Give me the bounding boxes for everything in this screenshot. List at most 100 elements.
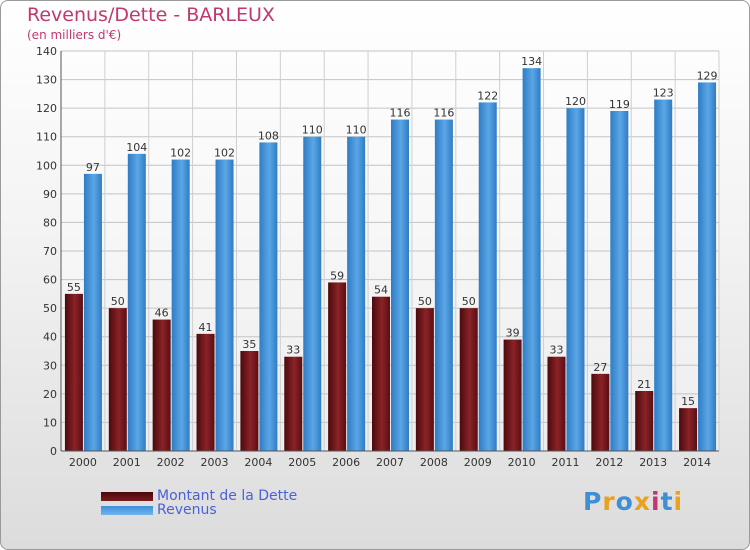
- bar-revenus: [171, 159, 190, 452]
- bar-revenus: [434, 119, 453, 452]
- bar-revenus: [347, 136, 366, 451]
- value-label-debt: 41: [199, 321, 213, 334]
- x-tick-label: 2004: [244, 456, 272, 469]
- y-tick-label: 110: [36, 131, 57, 144]
- bar-debt: [547, 356, 566, 451]
- value-label-revenus: 102: [170, 147, 191, 160]
- value-label-debt: 27: [593, 361, 607, 374]
- x-tick-label: 2014: [683, 456, 711, 469]
- logo-letter: x: [633, 487, 651, 516]
- bar-debt: [328, 282, 347, 451]
- bar-revenus: [654, 99, 673, 452]
- x-tick-label: 2011: [551, 456, 579, 469]
- y-tick-label: 100: [36, 159, 57, 172]
- x-tick-label: 2013: [639, 456, 667, 469]
- bar-debt: [64, 293, 83, 451]
- value-label-revenus: 129: [697, 69, 718, 82]
- value-label-revenus: 116: [433, 107, 454, 120]
- x-tick-label: 2007: [376, 456, 404, 469]
- x-tick-label: 2012: [595, 456, 623, 469]
- bar-debt: [415, 308, 434, 451]
- chart-title: Revenus/Dette - BARLEUX: [27, 4, 275, 26]
- bar-debt: [152, 319, 171, 451]
- bar-debt: [108, 308, 127, 451]
- value-label-debt: 39: [506, 327, 520, 340]
- bar-debt: [372, 296, 390, 451]
- bar-revenus: [566, 108, 585, 452]
- y-tick-label: 10: [43, 416, 57, 429]
- x-tick-label: 2000: [69, 456, 97, 469]
- legend-swatch-debt: [101, 491, 153, 501]
- bar-debt: [679, 408, 698, 451]
- value-label-revenus: 123: [653, 87, 674, 100]
- bar-revenus: [215, 159, 234, 452]
- value-label-revenus: 134: [521, 55, 542, 68]
- value-label-debt: 33: [549, 344, 563, 357]
- x-tick-label: 2001: [113, 456, 141, 469]
- bar-debt: [196, 333, 215, 451]
- bar-revenus: [83, 173, 102, 451]
- bar-debt: [503, 339, 522, 451]
- value-label-revenus: 110: [346, 124, 367, 137]
- bar-revenus: [610, 111, 629, 451]
- value-label-revenus: 110: [302, 124, 323, 137]
- logo-letter: i: [651, 487, 661, 516]
- x-tick-label: 2005: [288, 456, 316, 469]
- legend-swatch-revenus: [101, 505, 153, 515]
- chart-subtitle: (en milliers d'€): [27, 28, 122, 42]
- x-tick-label: 2002: [157, 456, 185, 469]
- value-label-revenus: 119: [609, 98, 630, 111]
- y-tick-label: 30: [43, 359, 57, 372]
- value-label-debt: 15: [681, 395, 695, 408]
- bar-revenus: [522, 68, 541, 452]
- bar-revenus: [391, 119, 409, 452]
- value-label-debt: 21: [637, 378, 651, 391]
- y-tick-label: 80: [43, 216, 57, 229]
- bar-revenus: [127, 153, 146, 451]
- value-label-revenus: 122: [477, 89, 498, 102]
- x-tick-label: 2006: [332, 456, 360, 469]
- y-tick-label: 40: [43, 331, 57, 344]
- y-tick-label: 120: [36, 102, 57, 115]
- y-tick-label: 130: [36, 74, 57, 87]
- value-label-revenus: 116: [390, 107, 411, 120]
- value-label-debt: 46: [155, 307, 169, 320]
- logo-letter: P: [583, 487, 603, 516]
- x-tick-label: 2009: [464, 456, 492, 469]
- legend-label-debt: Montant de la Dette: [157, 488, 298, 504]
- proxiti-logo: Proxiti: [583, 487, 683, 516]
- x-tick-label: 2010: [508, 456, 536, 469]
- legend-item-debt: Montant de la Dette: [101, 488, 297, 504]
- value-label-debt: 35: [242, 338, 256, 351]
- value-label-debt: 33: [286, 344, 300, 357]
- logo-letter: o: [615, 487, 634, 516]
- value-label-debt: 50: [111, 295, 125, 308]
- y-tick-label: 70: [43, 245, 57, 258]
- value-label-debt: 50: [462, 295, 476, 308]
- bar-debt: [459, 308, 478, 451]
- x-tick-label: 2003: [201, 456, 229, 469]
- bar-debt: [635, 391, 654, 451]
- value-label-debt: 54: [374, 284, 388, 297]
- logo-letter: r: [602, 487, 616, 516]
- value-label-revenus: 97: [86, 161, 100, 174]
- legend-item-revenus: Revenus: [101, 502, 217, 518]
- legend-label-revenus: Revenus: [157, 502, 217, 518]
- bar-revenus: [259, 142, 278, 451]
- y-tick-label: 0: [50, 445, 57, 458]
- value-label-revenus: 120: [565, 95, 586, 108]
- y-tick-label: 60: [43, 274, 57, 287]
- bar-revenus: [698, 82, 717, 451]
- bar-debt: [240, 351, 259, 451]
- y-tick-label: 140: [36, 45, 57, 58]
- value-label-revenus: 108: [258, 129, 279, 142]
- y-tick-label: 90: [43, 188, 57, 201]
- bar-revenus: [303, 136, 322, 451]
- value-label-debt: 59: [330, 269, 344, 282]
- value-label-revenus: 102: [214, 147, 235, 160]
- value-label-debt: 55: [67, 281, 81, 294]
- bar-debt: [284, 356, 303, 451]
- logo-letter: i: [673, 487, 684, 516]
